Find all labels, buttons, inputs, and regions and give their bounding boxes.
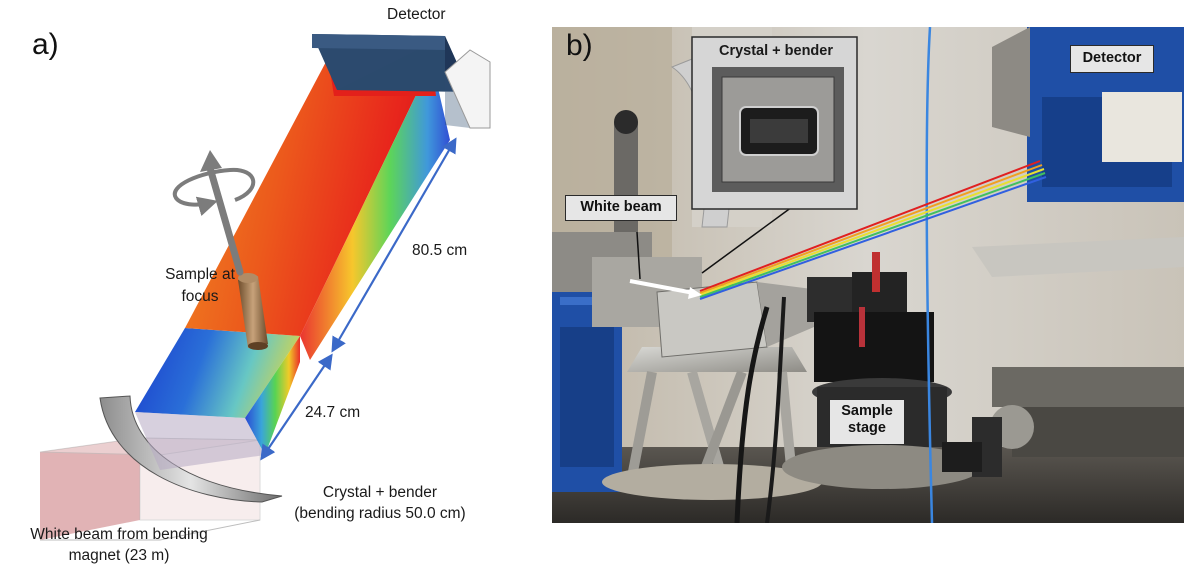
distance-label-upper: 80.5 cm [412, 242, 468, 259]
beam-label-line1: White beam from bending [30, 526, 208, 543]
sample-label-line2: focus [181, 288, 219, 305]
crystal-label-line2: (bending radius 50.0 cm) [294, 505, 466, 522]
rotation-axis-icon [172, 150, 256, 276]
white-beam-callout: White beam [565, 195, 677, 221]
sample-stage-line1: Sample [841, 403, 893, 419]
lab-photo [552, 27, 1184, 523]
crystal-bender-inset-label: Crystal + bender [718, 43, 834, 59]
panel-a-label: a) [32, 28, 59, 61]
sample-pin [238, 273, 268, 350]
distance-label-lower: 24.7 cm [305, 404, 361, 421]
beam-label-line2: magnet (23 m) [68, 547, 170, 564]
detector-block [312, 34, 491, 129]
white-beam-arrow [629, 279, 702, 299]
diffracted-rays [699, 160, 1047, 300]
crystal-label-line1: Crystal + bender [322, 484, 438, 501]
schematic-panel: a) Detector Sample at focus 80.5 cm 24.7… [0, 0, 545, 572]
schematic-drawing [39, 34, 491, 541]
crystal-bender [99, 395, 283, 503]
photo-panel: b) Crystal + bender White beam Detector … [552, 27, 1184, 523]
lower-diffracted-beam [135, 328, 300, 470]
panel-b-label: b) [566, 29, 593, 62]
sample-stage-line2: stage [848, 420, 886, 437]
sample-at-focus-label: Sample at focus [150, 266, 250, 306]
detector-callout: Detector [1070, 45, 1154, 73]
distance-arrow-upper [331, 137, 457, 353]
detector-label: Detector [387, 6, 446, 23]
sample-label-line1: Sample at [165, 266, 235, 283]
sample-stage-callout: Sample stage [829, 399, 905, 445]
crystal-bender-label: Crystal + bender (bending radius 50.0 cm… [272, 484, 488, 523]
distance-arrow-lower [260, 353, 333, 461]
white-beam-source-label: White beam from bending magnet (23 m) [4, 526, 234, 565]
